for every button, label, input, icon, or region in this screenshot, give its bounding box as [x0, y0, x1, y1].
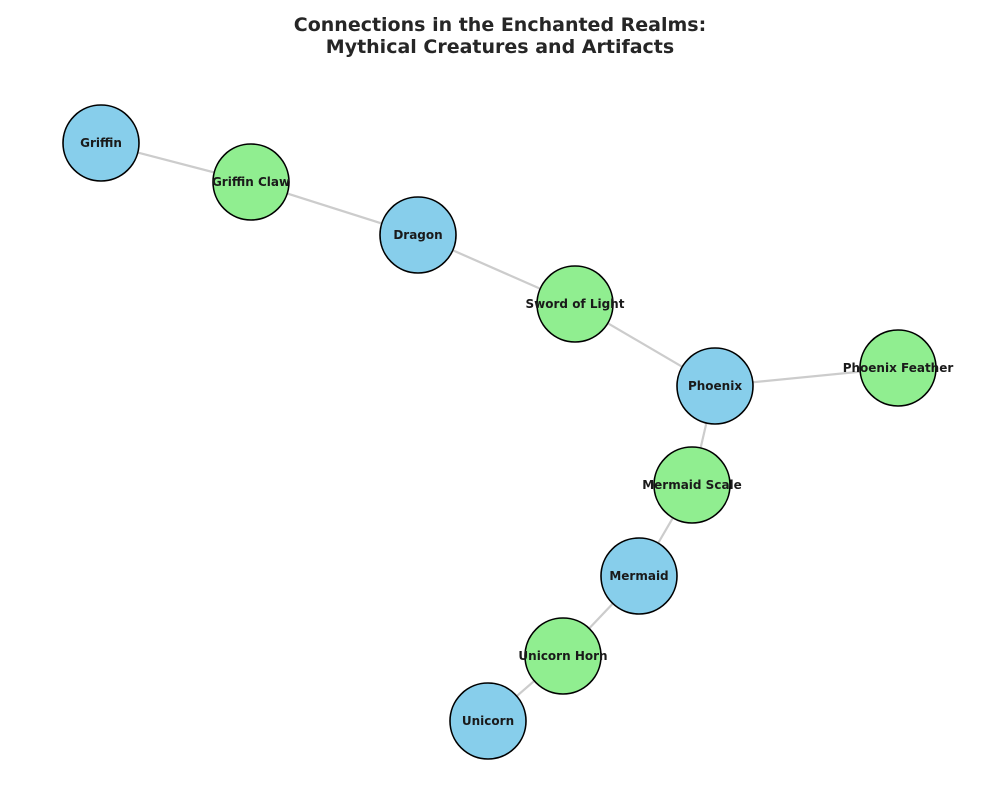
- node-griffin-claw[interactable]: Griffin Claw: [212, 143, 290, 221]
- node-label-phoenix: Phoenix: [688, 379, 742, 393]
- node-label-dragon: Dragon: [393, 228, 442, 242]
- node-phoenix-feather[interactable]: Phoenix Feather: [843, 329, 954, 407]
- node-mermaid-scale[interactable]: Mermaid Scale: [642, 446, 742, 524]
- node-circle-phoenix[interactable]: [676, 347, 754, 425]
- node-circle-unicorn-horn[interactable]: [524, 617, 602, 695]
- node-label-griffin-claw: Griffin Claw: [212, 175, 290, 189]
- node-dragon[interactable]: Dragon: [379, 196, 457, 274]
- diagram-title-line-2: Mythical Creatures and Artifacts: [325, 36, 675, 58]
- node-label-unicorn-horn: Unicorn Horn: [518, 649, 607, 663]
- node-circle-griffin-claw[interactable]: [212, 143, 290, 221]
- node-circle-sword-of-light[interactable]: [536, 265, 614, 343]
- diagram-title: Connections in the Enchanted Realms: Myt…: [0, 14, 1000, 58]
- node-label-sword-of-light: Sword of Light: [526, 297, 625, 311]
- node-label-mermaid-scale: Mermaid Scale: [642, 478, 742, 492]
- node-phoenix[interactable]: Phoenix: [676, 347, 754, 425]
- node-circle-mermaid-scale[interactable]: [653, 446, 731, 524]
- node-circle-mermaid[interactable]: [600, 537, 678, 615]
- node-unicorn[interactable]: Unicorn: [449, 682, 527, 760]
- nodes-layer: Griffin Griffin Claw Dragon Sword of Light P…: [62, 104, 954, 760]
- node-mermaid[interactable]: Mermaid: [600, 537, 678, 615]
- node-unicorn-horn[interactable]: Unicorn Horn: [518, 617, 608, 695]
- diagram-title-line-1: Connections in the Enchanted Realms:: [293, 14, 707, 36]
- edges-layer: [100, 141, 899, 722]
- node-griffin[interactable]: Griffin: [62, 104, 140, 182]
- node-circle-dragon[interactable]: [379, 196, 457, 274]
- node-circle-griffin[interactable]: [62, 104, 140, 182]
- node-sword-of-light[interactable]: Sword of Light: [526, 265, 625, 343]
- node-label-phoenix-feather: Phoenix Feather: [843, 361, 954, 375]
- node-label-mermaid: Mermaid: [609, 569, 668, 583]
- node-label-unicorn: Unicorn: [462, 714, 514, 728]
- node-circle-phoenix-feather[interactable]: [859, 329, 937, 407]
- node-circle-unicorn[interactable]: [449, 682, 527, 760]
- node-label-griffin: Griffin: [80, 136, 122, 150]
